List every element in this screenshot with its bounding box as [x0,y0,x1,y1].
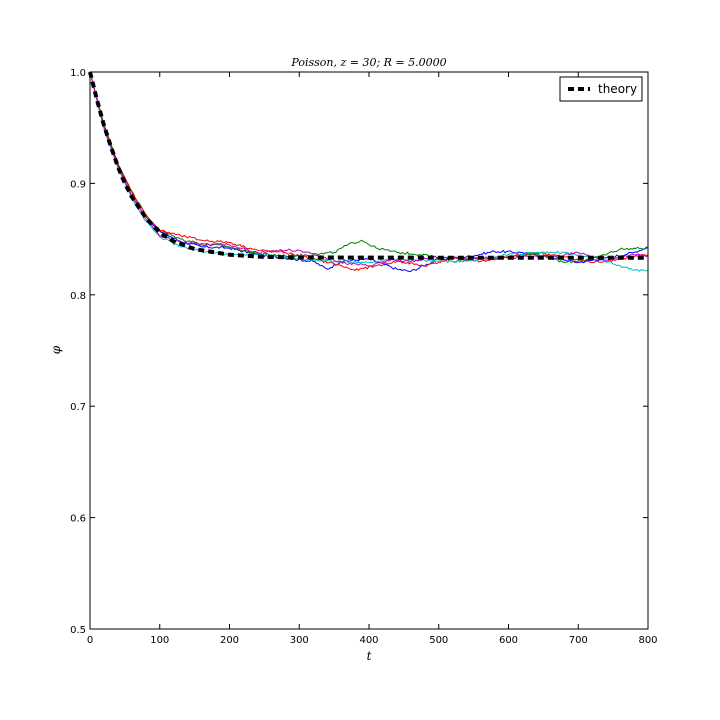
y-axis-label: φ [49,345,63,354]
plot-area [88,71,649,630]
y-tick-label: 0.7 [70,402,86,413]
x-tick-label: 0 [87,635,93,646]
y-tick-label: 0.6 [70,514,86,525]
legend: theory [559,76,643,102]
y-tick-label: 0.5 [70,625,86,636]
y-tick-label: 0.9 [70,179,86,190]
chart-title: Poisson, z = 30; R = 5.0000 [290,56,446,69]
x-axis-label: t [367,649,372,663]
legend-theory-label: theory [598,82,637,96]
x-tick-label: 700 [569,635,588,646]
y-tick-label: 1.0 [70,68,86,79]
x-axis: 0 100 200 300 400 500 600 700 800 [87,72,658,646]
x-tick-label: 400 [359,635,378,646]
simulation-series-line [89,71,649,272]
y-tick-label: 0.8 [70,291,86,302]
x-tick-label: 100 [150,635,169,646]
x-tick-label: 800 [638,635,657,646]
x-tick-label: 600 [499,635,518,646]
x-tick-label: 500 [429,635,448,646]
x-tick-label: 300 [290,635,309,646]
axes-background [90,72,648,629]
theory-layer [88,71,648,260]
x-tick-label: 200 [220,635,239,646]
theory-line [88,71,648,260]
simulation-series-line [89,71,649,264]
y-axis: 0.5 0.6 0.7 0.8 0.9 1.0 [70,68,648,636]
